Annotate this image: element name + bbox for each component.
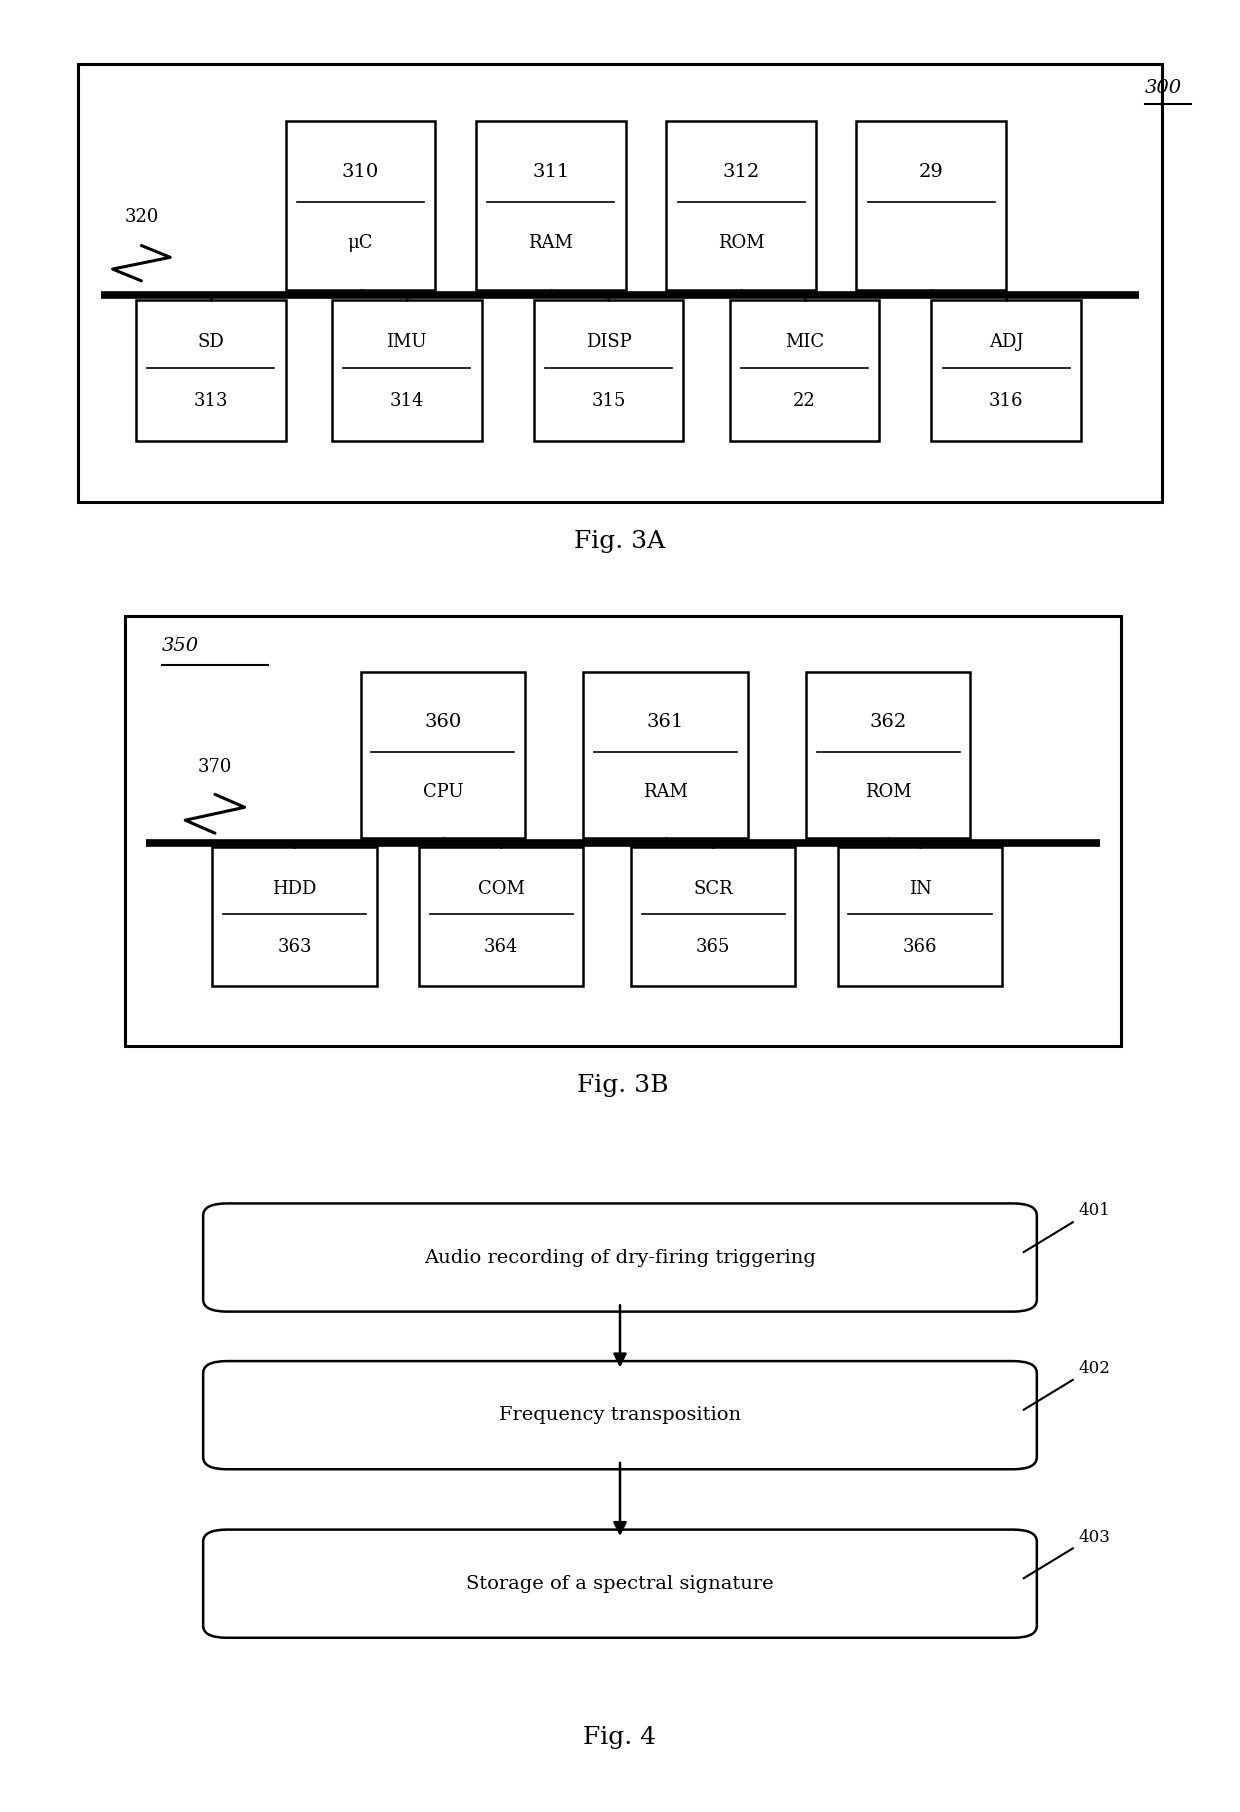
Bar	[135, 299, 285, 440]
Text: MIC: MIC	[785, 333, 825, 352]
Text: Fig. 4: Fig. 4	[584, 1727, 656, 1749]
Text: 22: 22	[794, 393, 816, 411]
Text: 312: 312	[723, 163, 760, 181]
Bar	[838, 848, 1002, 986]
Text: 401: 401	[1079, 1203, 1110, 1219]
Text: IMU: IMU	[387, 333, 427, 352]
Text: Fig. 3B: Fig. 3B	[578, 1073, 668, 1096]
Bar	[419, 848, 583, 986]
Text: 370: 370	[197, 757, 232, 776]
Bar	[806, 672, 971, 839]
Text: 313: 313	[193, 393, 228, 411]
Text: COM: COM	[477, 881, 525, 899]
Text: Frequency transposition: Frequency transposition	[498, 1406, 742, 1424]
Text: 362: 362	[869, 712, 906, 730]
Bar	[729, 299, 879, 440]
Bar	[361, 672, 525, 839]
Bar	[212, 848, 377, 986]
Bar	[332, 299, 481, 440]
Bar	[583, 672, 748, 839]
FancyBboxPatch shape	[203, 1361, 1037, 1470]
Text: 366: 366	[903, 939, 937, 957]
Text: ADJ: ADJ	[990, 333, 1024, 352]
Text: 350: 350	[162, 638, 200, 656]
FancyBboxPatch shape	[203, 1529, 1037, 1638]
Text: Storage of a spectral signature: Storage of a spectral signature	[466, 1575, 774, 1593]
Text: 361: 361	[647, 712, 684, 730]
Text: 314: 314	[389, 393, 424, 411]
Text: 316: 316	[990, 393, 1023, 411]
Text: 360: 360	[424, 712, 461, 730]
Text: ROM: ROM	[864, 783, 911, 801]
Text: 364: 364	[484, 939, 518, 957]
Bar	[285, 121, 435, 290]
Bar	[666, 121, 816, 290]
Text: μC: μC	[347, 234, 373, 252]
Bar	[533, 299, 683, 440]
Text: SCR: SCR	[693, 881, 733, 899]
Text: ROM: ROM	[718, 234, 764, 252]
Text: 315: 315	[591, 393, 626, 411]
Bar	[931, 299, 1081, 440]
Text: 300: 300	[1145, 78, 1182, 96]
Text: HDD: HDD	[273, 881, 316, 899]
Bar	[631, 848, 795, 986]
Text: 311: 311	[532, 163, 569, 181]
Text: IN: IN	[909, 881, 931, 899]
Text: 29: 29	[919, 163, 944, 181]
Text: RAM: RAM	[528, 234, 573, 252]
Bar	[476, 121, 626, 290]
Text: Fig. 3A: Fig. 3A	[574, 529, 666, 553]
Text: SD: SD	[197, 333, 224, 352]
Text: 403: 403	[1079, 1529, 1110, 1546]
Text: 402: 402	[1079, 1361, 1110, 1377]
Text: 320: 320	[124, 208, 159, 226]
Text: 365: 365	[696, 939, 730, 957]
Text: 310: 310	[342, 163, 379, 181]
Text: CPU: CPU	[423, 783, 464, 801]
FancyBboxPatch shape	[203, 1203, 1037, 1312]
Bar	[857, 121, 1007, 290]
Text: DISP: DISP	[585, 333, 631, 352]
Text: 363: 363	[278, 939, 311, 957]
Text: Audio recording of dry-firing triggering: Audio recording of dry-firing triggering	[424, 1248, 816, 1267]
Text: RAM: RAM	[644, 783, 688, 801]
